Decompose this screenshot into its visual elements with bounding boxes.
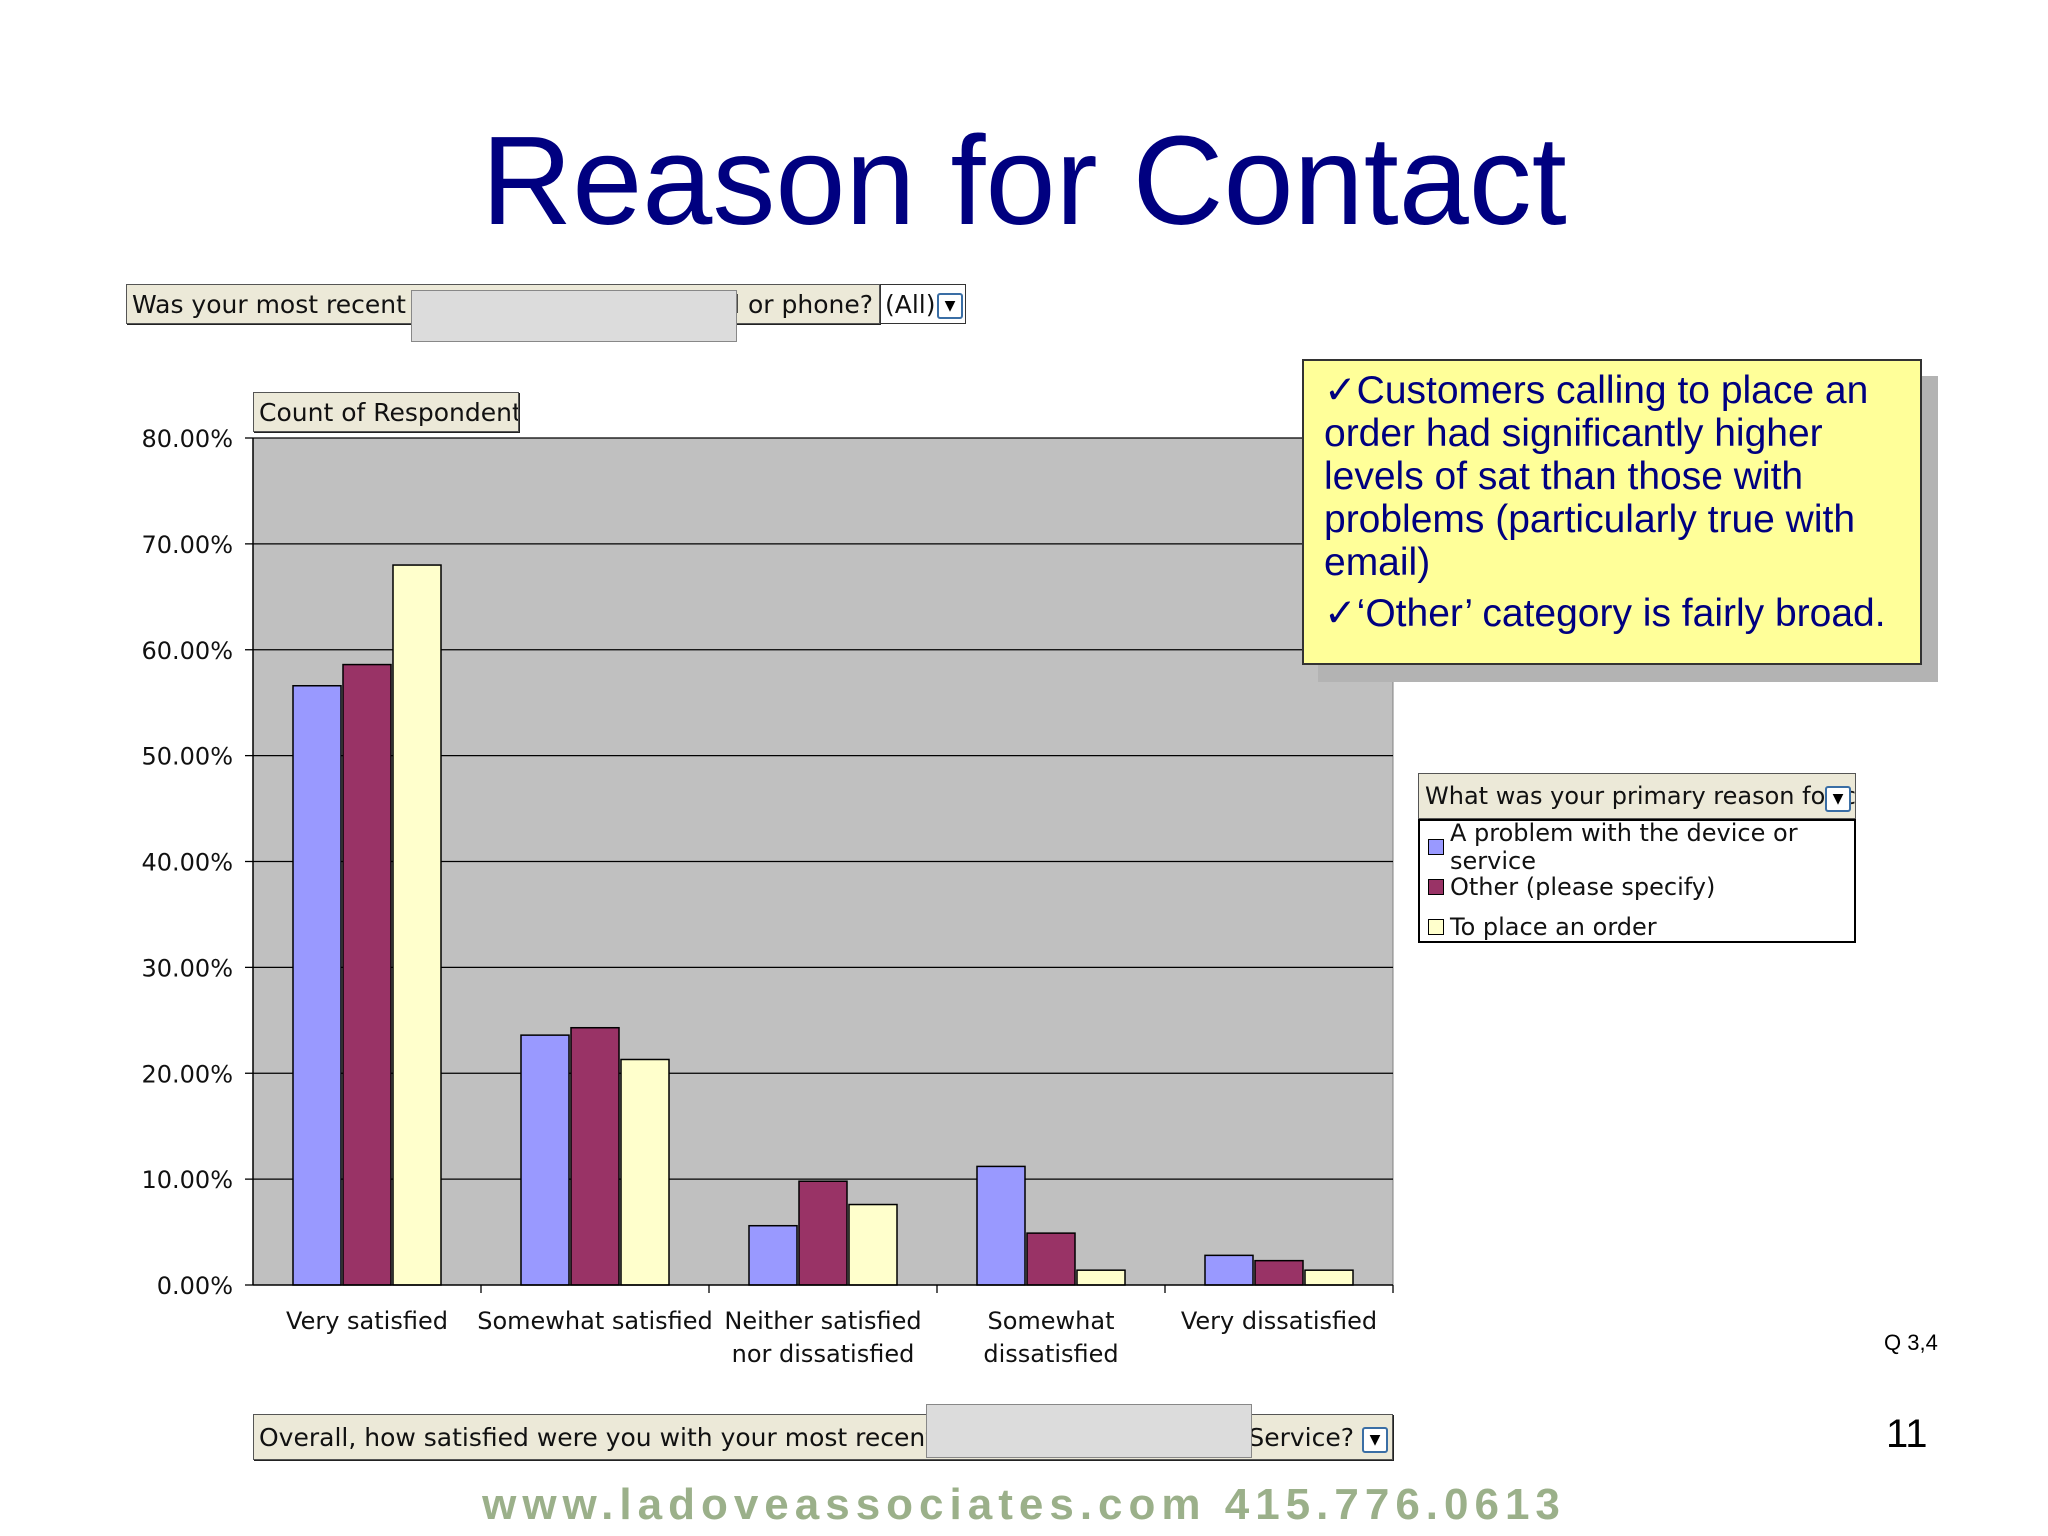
chevron-down-icon[interactable]: ▼ xyxy=(1825,786,1851,812)
bar xyxy=(1204,1254,1254,1286)
legend-swatch xyxy=(1428,919,1444,935)
category-field-button[interactable]: Overall, how satisfied were you with you… xyxy=(253,1414,1393,1460)
question-reference: Q 3,4 xyxy=(1884,1330,1938,1355)
page-number: 11 xyxy=(1886,1412,1928,1456)
bar xyxy=(620,1058,670,1286)
page-field-label-right: ail or phone? xyxy=(710,290,873,319)
bar xyxy=(342,663,392,1286)
bar xyxy=(392,564,442,1286)
bar xyxy=(1026,1232,1076,1286)
bar xyxy=(1254,1259,1304,1286)
callout-point-2: ✓‘Other’ category is fairly broad. xyxy=(1324,592,1886,635)
redaction-box-bottom xyxy=(926,1404,1252,1458)
x-tick-label: Somewhat xyxy=(987,1307,1114,1335)
callout-point-1: ✓Customers calling to place an order had… xyxy=(1324,369,1869,584)
x-tick-label: Neither satisfied xyxy=(724,1307,921,1335)
y-tick-labels: 0.00% 10.00% 20.00% 30.00% 40.00% 50.00% 60.00… xyxy=(141,425,233,1300)
x-tick-label: Very dissatisfied xyxy=(1181,1307,1377,1335)
page-field-label-left: Was your most recent co xyxy=(132,290,443,319)
y-tick-label: 50.00% xyxy=(141,743,233,771)
y-tick-label: 40.00% xyxy=(141,849,233,877)
y-tick-label: 10.00% xyxy=(141,1166,233,1194)
bar xyxy=(570,1026,620,1286)
bar xyxy=(520,1034,570,1286)
redaction-box-top xyxy=(411,290,737,342)
x-tick-label: dissatisfied xyxy=(983,1340,1118,1368)
bar xyxy=(292,684,342,1286)
y-tick-label: 60.00% xyxy=(141,637,233,665)
legend-label: Other (please specify) xyxy=(1450,873,1716,901)
page-field-dropdown[interactable]: (All) ▼ xyxy=(880,284,966,324)
legend-label: A problem with the device or service xyxy=(1450,819,1798,875)
chevron-down-icon[interactable]: ▼ xyxy=(1362,1427,1388,1453)
y-tick-label: 70.00% xyxy=(141,531,233,559)
x-tick-label: nor dissatisfied xyxy=(732,1340,915,1368)
series-field-label: What was your primary reason for c xyxy=(1425,782,1856,810)
series-field-button[interactable]: What was your primary reason for c ▼ xyxy=(1418,773,1856,819)
page-field-value: (All) xyxy=(885,290,936,319)
bar xyxy=(798,1180,848,1286)
x-tick-label: Very satisfied xyxy=(286,1307,448,1335)
y-tick-label: 0.00% xyxy=(157,1272,233,1300)
legend-item: A problem with the device or service xyxy=(1428,819,1854,875)
gridlines xyxy=(253,437,1393,1180)
bar xyxy=(976,1165,1026,1286)
chevron-down-icon[interactable]: ▼ xyxy=(937,293,963,319)
legend-item: To place an order xyxy=(1428,907,1854,947)
legend-swatch xyxy=(1428,879,1444,895)
x-tick-labels: Very satisfied Somewhat satisfied Neither … xyxy=(286,1307,1377,1368)
bar xyxy=(748,1224,798,1286)
bar xyxy=(1076,1269,1126,1286)
footer-contact: www.ladoveassociates.com 415.776.0613 xyxy=(482,1480,1566,1529)
legend-label: To place an order xyxy=(1450,913,1657,941)
bar xyxy=(848,1203,898,1286)
y-tick-label: 30.00% xyxy=(141,954,233,982)
axes xyxy=(245,437,1394,1293)
y-tick-label: 80.00% xyxy=(141,425,233,453)
x-tick-label: Somewhat satisfied xyxy=(477,1307,713,1335)
category-field-label-left: Overall, how satisfied were you with you… xyxy=(259,1423,1014,1452)
data-field-label: Count of RespondentID xyxy=(259,398,518,427)
insight-callout: ✓Customers calling to place an order had… xyxy=(1302,359,1922,665)
legend-swatch xyxy=(1428,839,1444,855)
bar-group xyxy=(292,564,1354,1286)
slide-title: Reason for Contact xyxy=(481,110,1567,251)
legend-item: Other (please specify) xyxy=(1428,867,1854,907)
data-field-button[interactable]: Count of RespondentID xyxy=(253,392,519,432)
y-tick-label: 20.00% xyxy=(141,1060,233,1088)
chart-legend: A problem with the device or service Oth… xyxy=(1418,819,1856,943)
bar xyxy=(1304,1269,1354,1286)
